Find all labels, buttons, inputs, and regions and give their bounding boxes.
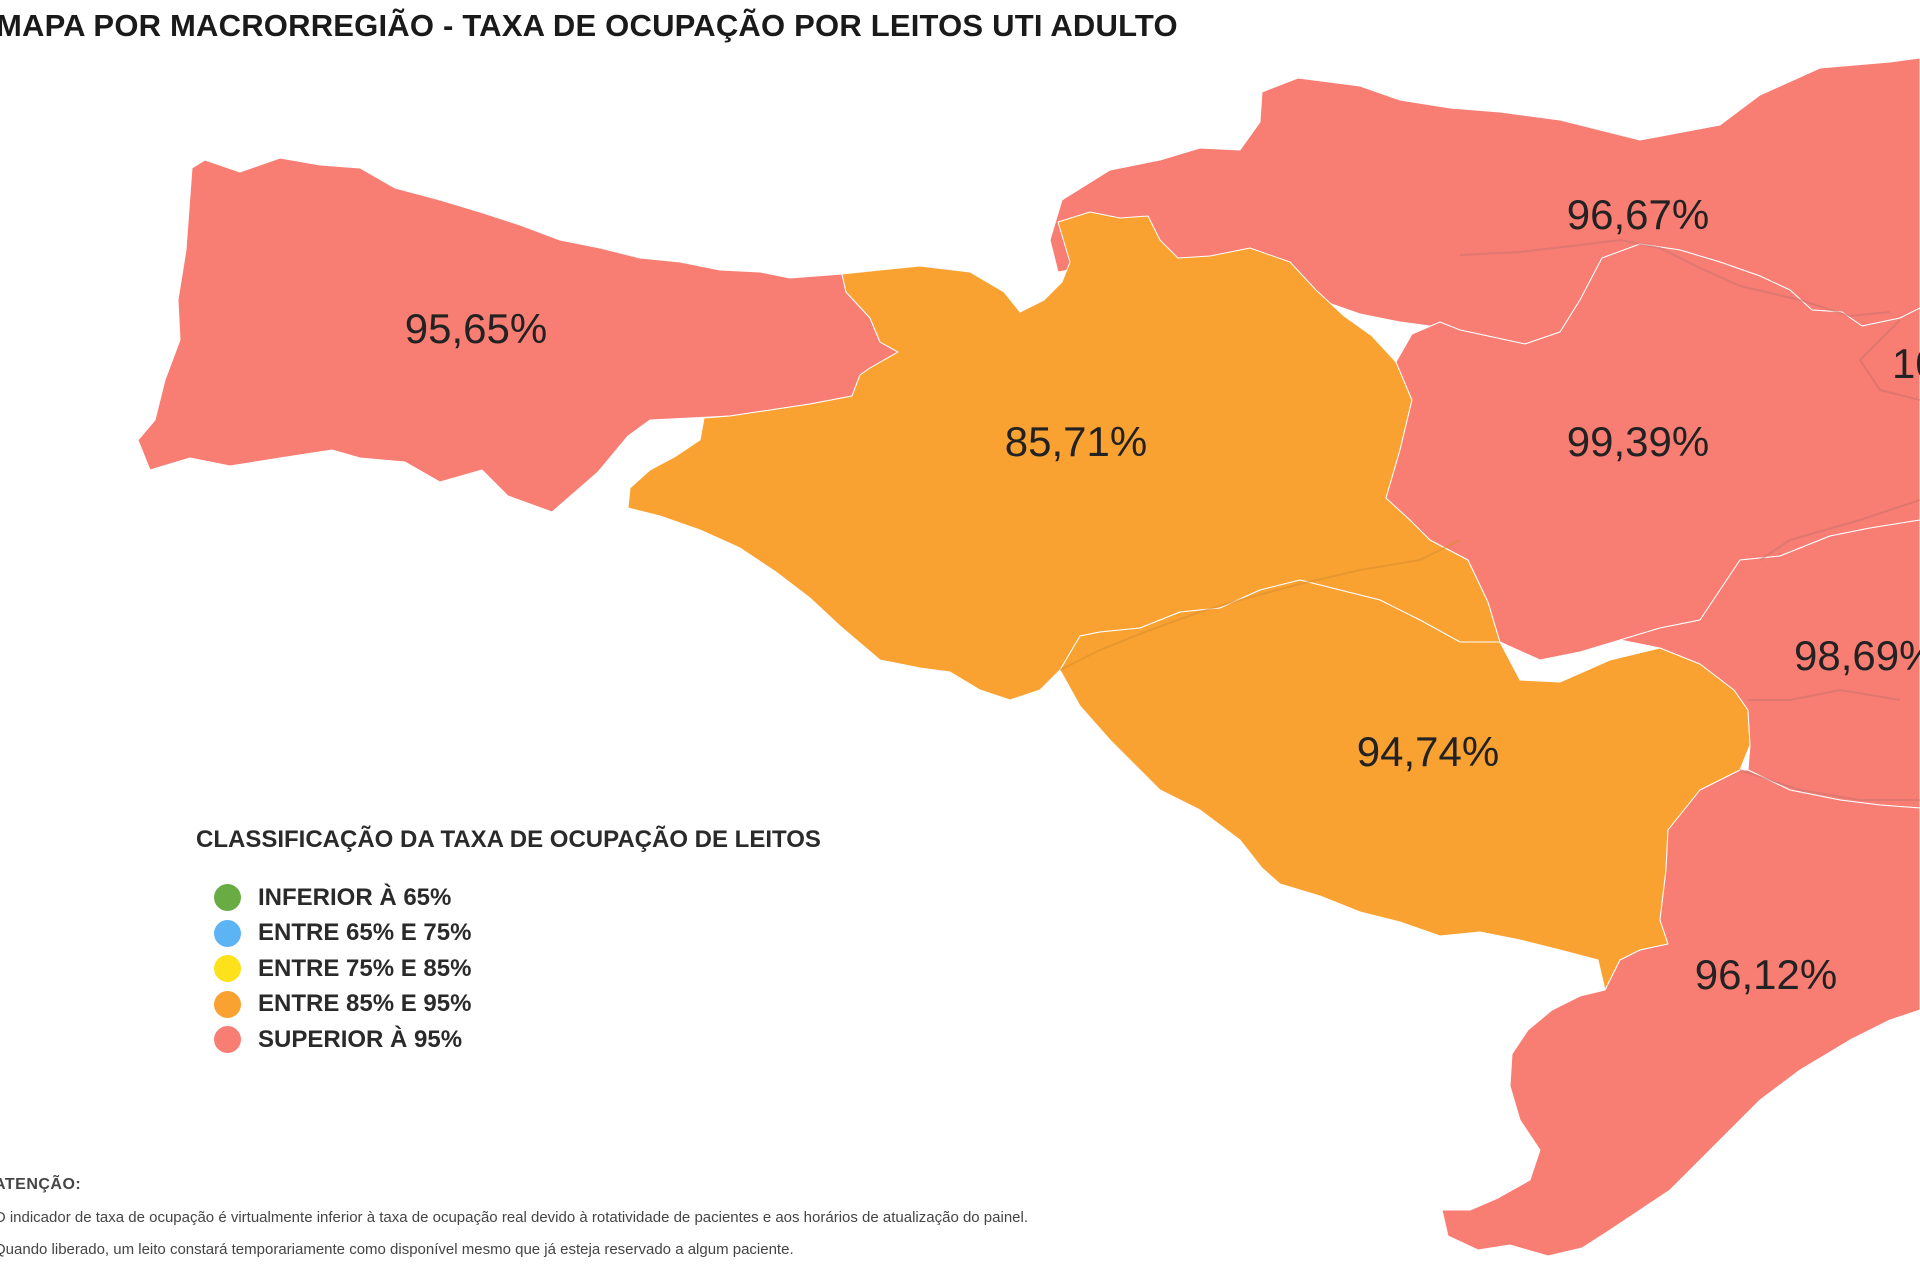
internal-borders	[1459, 238, 1920, 801]
note-line-1: O indicador de taxa de ocupação é virtua…	[0, 1209, 1029, 1226]
legend-item-inferior-65: INFERIOR À 65%	[214, 880, 821, 916]
label-meio-oeste: 85,71%	[1005, 418, 1147, 465]
region-sul[interactable]	[1441, 769, 1920, 1257]
page-title: MAPA POR MACRORREGIÃO - TAXA DE OCUPAÇÃO…	[0, 8, 1178, 43]
label-oeste: 95,65%	[405, 305, 547, 352]
label-serra: 94,74%	[1357, 728, 1499, 775]
blue-dot-icon	[214, 919, 241, 947]
legend-label: INFERIOR À 65%	[258, 883, 452, 911]
attention-note: ATENÇÃO: O indicador de taxa de ocupação…	[0, 1176, 1474, 1258]
green-dot-icon	[214, 884, 241, 912]
note-line-2: Quando liberado, um leito constará tempo…	[0, 1241, 794, 1258]
label-grande-florianopolis: 98,69%	[1794, 632, 1920, 679]
legend-label: ENTRE 75% E 85%	[258, 954, 472, 982]
note-heading: ATENÇÃO:	[0, 1176, 82, 1193]
label-vale-itajai: 99,39%	[1567, 418, 1709, 465]
legend-label: ENTRE 85% E 95%	[258, 990, 472, 1018]
red-dot-icon	[214, 1026, 241, 1054]
internal-borders-orange	[1059, 539, 1461, 671]
yellow-dot-icon	[214, 955, 241, 983]
orange-dot-icon	[214, 990, 241, 1018]
legend-list: INFERIOR À 65% ENTRE 65% E 75% ENTRE 75%…	[214, 880, 821, 1058]
label-foz-itajai: 10	[1892, 340, 1920, 387]
legend-item-entre-75-85: ENTRE 75% E 85%	[214, 951, 821, 987]
legend-label: SUPERIOR À 95%	[258, 1025, 463, 1053]
legend-item-superior-95: SUPERIOR À 95%	[214, 1022, 821, 1058]
legend-title: CLASSIFICAÇÃO DA TAXA DE OCUPAÇÃO DE LEI…	[196, 826, 821, 853]
legend-label: ENTRE 65% E 75%	[258, 919, 472, 947]
legend: CLASSIFICAÇÃO DA TAXA DE OCUPAÇÃO DE LEI…	[196, 826, 821, 1058]
label-planalto-norte: 96,67%	[1567, 191, 1709, 238]
legend-item-entre-65-75: ENTRE 65% E 75%	[214, 916, 821, 952]
legend-item-entre-85-95: ENTRE 85% E 95%	[214, 987, 821, 1023]
label-sul: 96,12%	[1695, 951, 1837, 998]
